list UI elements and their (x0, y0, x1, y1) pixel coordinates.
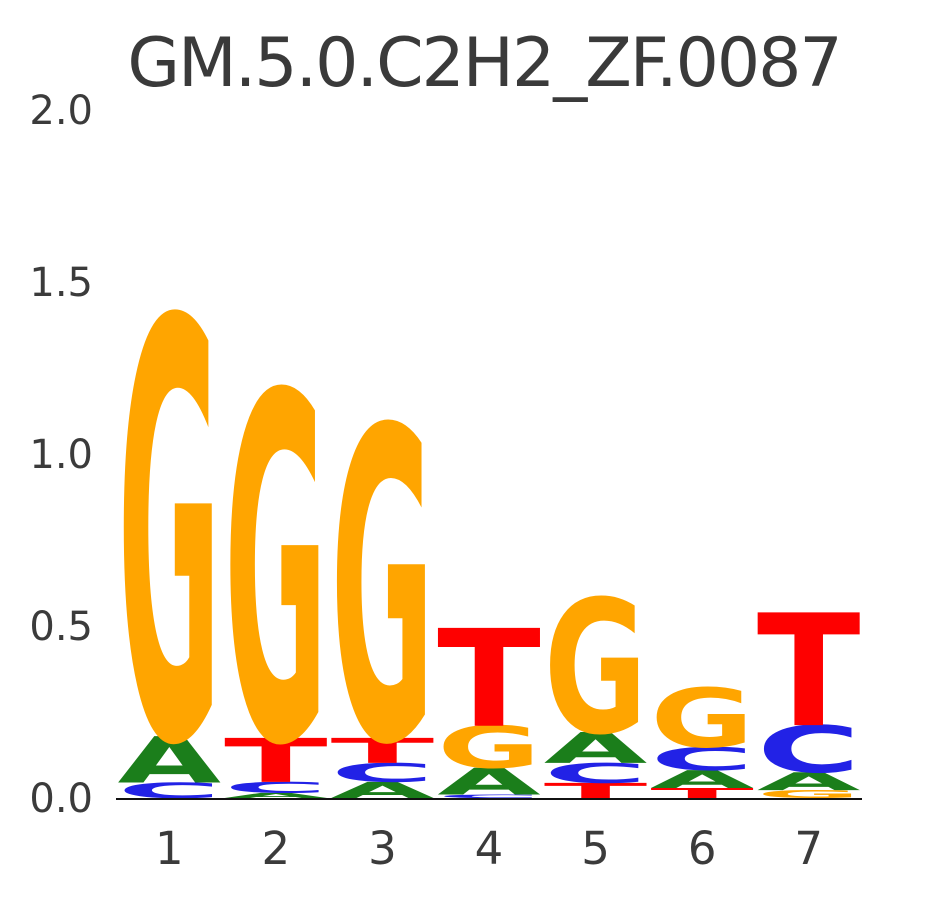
x-tick-label-5: 5 (581, 822, 610, 875)
logo-letter-A-pos6: A (650, 765, 754, 794)
logo-letter-C-pos4: C (437, 794, 541, 800)
x-axis-tick-labels: 1 2 3 4 5 6 7 (155, 822, 823, 875)
y-tick-label-0.0: 0.0 (29, 776, 93, 822)
logo-letter-T-pos7: T (757, 581, 861, 761)
y-tick-label-2.0: 2.0 (29, 88, 93, 134)
logo-letter-G-pos3: G (331, 341, 435, 840)
logo-letter-T-pos2: T (224, 726, 328, 796)
logo-letter-A-pos7: A (757, 768, 861, 797)
logo-letter-G-pos4: G (437, 715, 541, 782)
logo-letter-G-pos2: G (224, 298, 328, 852)
logo-letter-C-pos6: C (650, 741, 754, 778)
logo-letter-A-pos2: A (224, 791, 328, 799)
logo-letter-G-pos5: G (544, 562, 648, 776)
logo-letter-A-pos1: A (117, 723, 221, 797)
x-tick-label-4: 4 (475, 822, 504, 875)
logo-letter-A-pos4: A (437, 760, 541, 803)
logo-letter-A-pos5: A (544, 724, 649, 773)
x-tick-label-2: 2 (262, 822, 291, 875)
logo-letter-C-pos3: C (331, 758, 435, 788)
y-tick-label-1.0: 1.0 (29, 432, 93, 478)
logo-letter-G-pos6: G (650, 673, 754, 767)
y-tick-label-1.5: 1.5 (29, 260, 93, 306)
logo-letter-T-pos3: T (331, 731, 435, 771)
y-tick-label-0.5: 0.5 (29, 604, 93, 650)
x-tick-label-3: 3 (368, 822, 397, 875)
x-tick-label-1: 1 (155, 822, 184, 875)
x-tick-label-6: 6 (688, 822, 717, 875)
x-tick-label-7: 7 (794, 822, 823, 875)
logo-letter-C-pos2: C (224, 779, 328, 797)
logo-letter-G-pos1: G (118, 204, 222, 873)
logo-letter-C-pos7: C (757, 712, 861, 787)
logo-letter-T-pos6: T (650, 785, 754, 801)
y-axis-tick-labels: 0.0 0.5 1.0 1.5 2.0 (29, 88, 93, 822)
logo-letter-G-pos7: G (757, 788, 861, 801)
plot-title: GM.5.0.C2H2_ZF.0087 (127, 24, 840, 103)
logo-letter-C-pos5: C (544, 758, 648, 790)
logo-letter-T-pos4: T (437, 601, 541, 758)
